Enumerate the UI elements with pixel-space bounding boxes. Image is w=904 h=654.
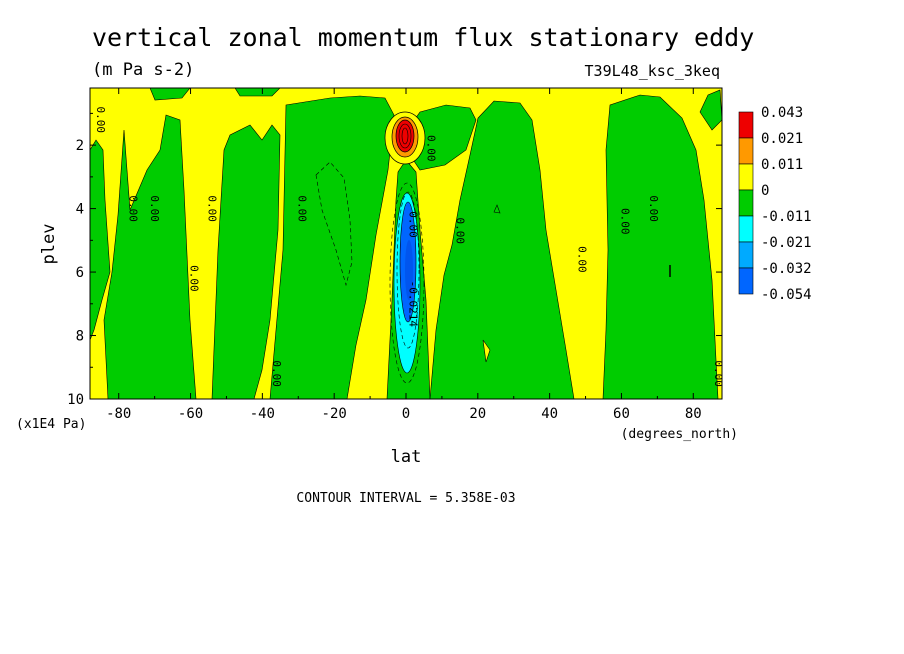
chart-units: (m Pa s-2) [92, 60, 194, 80]
contour-plot-area: 0.00 0.00 0.00 0.00 0.00 0.00 0.00 0.00 0.00 0.00… [90, 88, 725, 399]
legend-color-box [738, 137, 754, 165]
x-axis-label: lat [391, 447, 422, 467]
legend-color-box [738, 241, 754, 269]
legend-level-label: -0.021 [761, 235, 812, 251]
contour-label: 0.00 [127, 195, 140, 222]
green-region-south-1 [103, 114, 197, 399]
contour-label: -0.0214 [407, 281, 420, 328]
x-tick-label: -20 [322, 406, 347, 422]
x-tick-label: -60 [178, 406, 203, 422]
legend-level-label: 0.021 [761, 131, 803, 147]
run-label: T39L48_ksc_3keq [585, 62, 720, 80]
contour-labels: 0.00 0.00 0.00 0.00 0.00 0.00 0.00 0.00 0.00 0.00… [94, 106, 725, 387]
green-region-south-3 [269, 95, 395, 399]
x-tick-label: -40 [250, 406, 275, 422]
x-tick-label: 20 [469, 406, 486, 422]
green-region-far-south [90, 139, 111, 341]
contour-label: 0.00 [188, 265, 201, 292]
contour-label: 0.00 [647, 195, 660, 222]
legend-level-label: 0.011 [761, 157, 803, 173]
x-tick-label: 60 [613, 406, 630, 422]
x-axis-units: (degrees_north) [621, 427, 738, 442]
green-region-top-band-2 [234, 88, 281, 97]
legend-level-label: 0 [761, 183, 769, 199]
positive-inner-contours [398, 123, 412, 149]
color-legend: 0.043 0.021 0.011 0 -0.011 -0.021 -0.032 -0.054 [738, 105, 812, 303]
contour-label: 0.00 [712, 360, 725, 387]
y-axis-units: (x1E4 Pa) [16, 417, 86, 432]
contour-label: 0.00 [575, 246, 588, 273]
small-contour-north [493, 204, 501, 214]
contour-interval: CONTOUR INTERVAL = 5.358E-03 [296, 491, 515, 506]
contour-label: 0.00 [453, 218, 466, 245]
legend-level-label: -0.011 [761, 209, 812, 225]
y-tick-label: 6 [76, 265, 84, 281]
y-tick-label: 4 [76, 202, 84, 218]
green-region-south-2 [211, 124, 281, 399]
x-tick-label: 40 [541, 406, 558, 422]
legend-level-label: 0.043 [761, 105, 803, 121]
contour-label: 0.00 [425, 135, 438, 162]
x-tick-label: 80 [685, 406, 702, 422]
y-axis: 2 4 6 8 10 [67, 112, 722, 408]
y-axis-label: plev [39, 224, 59, 265]
x-tick-label: -80 [106, 406, 131, 422]
legend-level-label: -0.054 [761, 287, 812, 303]
contour-label: 0.00 [94, 106, 107, 133]
contour-label: 0.00 [295, 195, 308, 222]
dark-blue-core [405, 240, 413, 300]
legend-color-box [738, 215, 754, 243]
green-region-upper-north [699, 89, 722, 131]
x-axis: -80 -60 -40 -20 0 20 40 60 80 [106, 88, 702, 422]
legend-color-box [738, 267, 754, 295]
contour-label: 0.00 [618, 208, 631, 235]
y-tick-label: 8 [76, 329, 84, 345]
chart-title: vertical zonal momentum flux stationary … [92, 23, 754, 52]
contour-label: 0.00 [148, 195, 161, 222]
green-region-north-1 [429, 100, 575, 399]
y-tick-label: 2 [76, 138, 84, 154]
contour-label: 0.00 [407, 211, 420, 238]
legend-color-box [738, 189, 754, 217]
green-region-north-2 [602, 94, 719, 399]
y-tick-label: 10 [67, 392, 84, 408]
legend-color-box [738, 163, 754, 191]
x-tick-label: 0 [402, 406, 410, 422]
legend-color-box [738, 111, 754, 139]
dashed-negative-contours [315, 161, 425, 384]
contour-label: 0.00 [206, 195, 219, 222]
contour-label: 0.00 [270, 360, 283, 387]
green-region-top-band [149, 88, 191, 101]
small-green-patch [482, 339, 491, 363]
legend-level-label: -0.032 [761, 261, 812, 277]
